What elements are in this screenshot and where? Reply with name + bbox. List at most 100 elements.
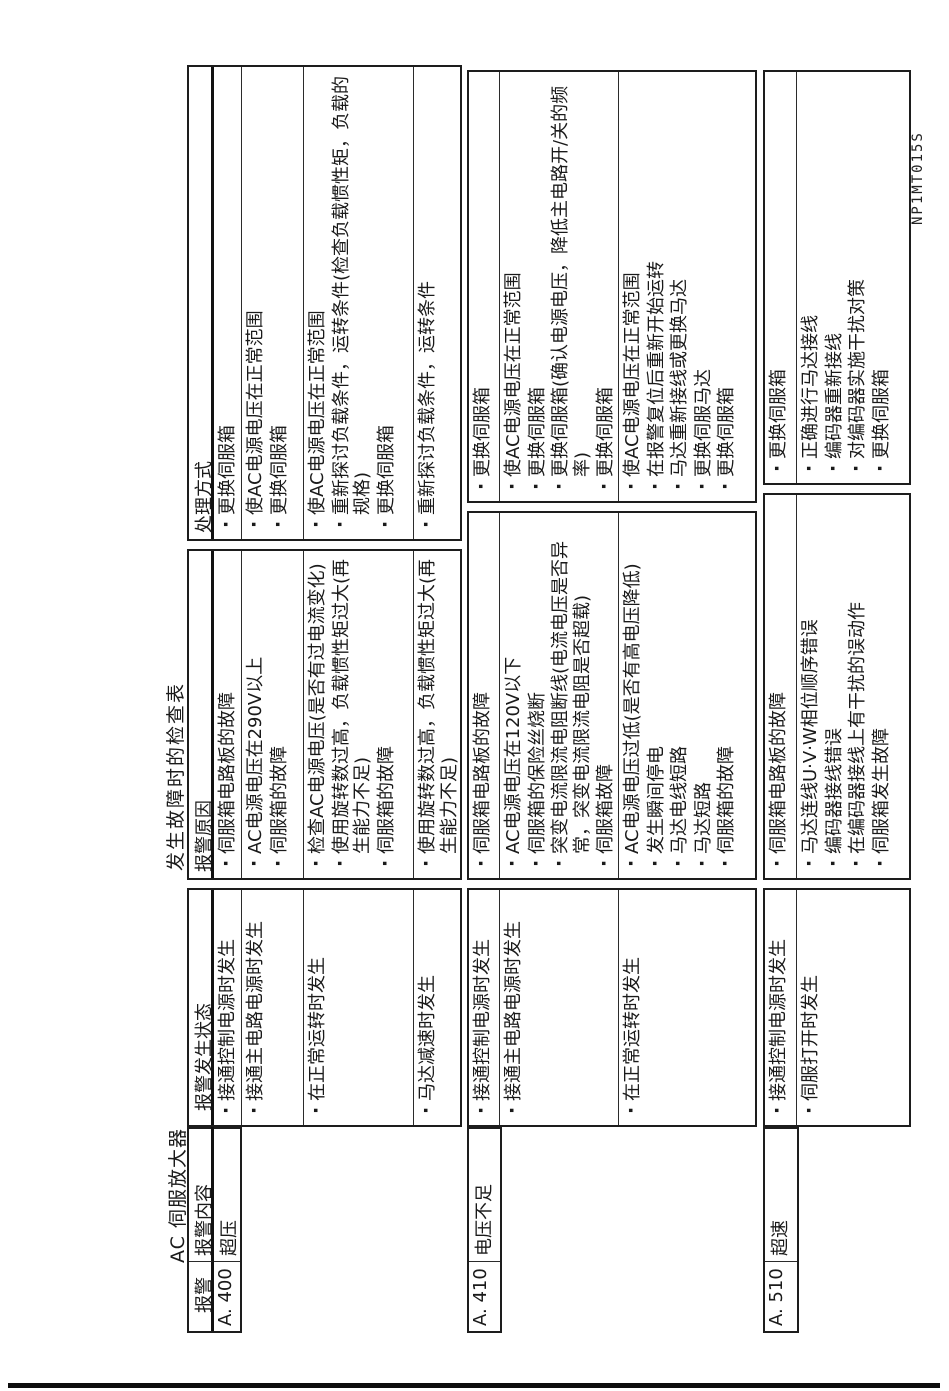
cause-item: AC电源电压过低(是否有高电压降低) xyxy=(621,516,645,875)
col-header-remedy: 处理方式 xyxy=(189,67,214,539)
remedy-item: 更换伺服箱(确认电源电压，降低主电路开/关的频率) xyxy=(549,75,594,498)
remedy-column: 处理方式更换伺服箱使AC电源电压在正常范围更换伺服箱使AC电源电压在正常范围重新… xyxy=(187,65,462,541)
status-item: 接通控制电源时发生 xyxy=(767,893,791,1122)
status-column: 报警发生状态接通控制电源时发生接通主电路电源时发生 在正常运转时发生 马达减速时发生 xyxy=(187,888,462,1127)
remedy-item: 对编码器实施干扰对策 xyxy=(846,75,870,480)
remedy-column: 更换伺服箱正确进行马达接线编码器重新接线对编码器实施干扰对策更换伺服箱 xyxy=(763,70,911,485)
remedy-item: 更换伺服箱 xyxy=(216,70,240,536)
status-item: 马达减速时发生 xyxy=(416,893,440,1122)
remedy-item: 更换伺服箱 xyxy=(715,75,739,498)
status-cell: 在正常运转时发生 xyxy=(304,890,414,1125)
cause-item: AC电源电压在120V以下 xyxy=(502,516,526,875)
remedy-item: 更换伺服箱 xyxy=(268,70,292,536)
remedy-cell: 使AC电源电压在正常范围在报警复位后重新开始运转马达重新接线或更换马达更换伺服马… xyxy=(619,72,755,501)
status-cell: 接通主电路电源时发生 xyxy=(242,890,304,1125)
remedy-cell: 使AC电源电压在正常范围更换伺服箱更换伺服箱(确认电源电压，降低主电路开/关的频… xyxy=(500,72,619,501)
remedy-item: 使AC电源电压在正常范围 xyxy=(244,70,268,536)
page-title: 发生故障时的检查表 xyxy=(165,681,187,871)
status-column: 接通控制电源时发生接通主电路电源时发生 在正常运转时发生 xyxy=(467,888,757,1127)
status-cell: 在正常运转时发生 xyxy=(619,890,755,1125)
status-cell: 接通控制电源时发生 xyxy=(214,890,242,1125)
product-label: AC 伺服放大器 xyxy=(167,1128,189,1263)
page-footer-rule xyxy=(8,1383,940,1388)
remedy-item: 在报警复位后重新开始运转 xyxy=(645,75,669,498)
remedy-item: 更换伺服箱 xyxy=(870,75,894,480)
alarm-content: 超速 xyxy=(770,1220,791,1256)
status-item: 接通控制电源时发生 xyxy=(216,893,240,1122)
status-item: 接通主电路电源时发生 xyxy=(502,893,526,1122)
cause-item: 伺服箱的保险丝烧断 xyxy=(526,516,550,875)
status-item: 接通控制电源时发生 xyxy=(471,893,495,1122)
cause-item: 伺服箱发生故障 xyxy=(870,498,894,875)
cause-item: 发生瞬间停电 xyxy=(645,516,669,875)
cause-item: 编码器接线错误 xyxy=(823,498,847,875)
alarm-code: A. 510 xyxy=(765,1261,797,1331)
status-cell: 马达减速时发生 xyxy=(414,890,460,1125)
cause-cell: AC电源电压在290V以上伺服箱的故障 xyxy=(242,551,304,878)
status-column: 接通控制电源时发生伺服打开时发生 xyxy=(763,888,911,1127)
cause-item: 使用旋转数过高，负载惯性矩过大(再生能力不足) xyxy=(416,554,460,875)
remedy-cell: 更换伺服箱 xyxy=(469,72,500,501)
cause-cell: 检查AC电源电压(是否有过电流变化)使用旋转数过高，负载惯性矩过大(再生能力不足… xyxy=(304,551,414,878)
cause-cell: 马达连线U·V·W相位顺序错误编码器接线错误在编码器接线上有干扰的误动作伺服箱发… xyxy=(797,495,909,878)
status-cell: 伺服打开时发生 xyxy=(797,890,909,1125)
status-cell: 接通控制电源时发生 xyxy=(765,890,797,1125)
remedy-item: 正确进行马达接线 xyxy=(799,75,823,480)
remedy-item: 重新探讨负载条件，运转条件(检查负载惯性矩，负载的规格) xyxy=(330,70,375,536)
remedy-item: 使AC电源电压在正常范围 xyxy=(306,70,330,536)
cause-cell: 伺服箱电路板的故障 xyxy=(469,513,500,878)
remedy-column: 更换伺服箱使AC电源电压在正常范围更换伺服箱更换伺服箱(确认电源电压，降低主电路… xyxy=(467,70,757,503)
status-cell: 接通主电路电源时发生 xyxy=(500,890,619,1125)
cause-cell: 伺服箱电路板的故障 xyxy=(765,495,797,878)
cause-cell: AC电源电压过低(是否有高电压降低)发生瞬间停电马达电线短路马达短路伺服箱的故障 xyxy=(619,513,755,878)
alarm-id-stub: A. 510 超速 xyxy=(763,1127,799,1333)
remedy-cell: 更换伺服箱 xyxy=(214,67,242,539)
cause-cell: 使用旋转数过高，负载惯性矩过大(再生能力不足) xyxy=(414,551,460,878)
cause-cell: 伺服箱电路板的故障 xyxy=(214,551,242,878)
cause-item: 在编码器接线上有干扰的误动作 xyxy=(846,498,870,875)
cause-item: 伺服箱电路板的故障 xyxy=(471,516,495,875)
remedy-cell: 使AC电源电压在正常范围更换伺服箱 xyxy=(242,67,304,539)
cause-item: 突变电流限流电阻断线(电流电压是否异常，突变电流限流电阻是否超载) xyxy=(549,516,594,875)
cause-cell: AC电源电压在120V以下伺服箱的保险丝烧断突变电流限流电阻断线(电流电压是否异… xyxy=(500,513,619,878)
remedy-item: 更换伺服箱 xyxy=(767,75,791,480)
alarm-content: 电压不足 xyxy=(474,1184,495,1256)
figure-id: NP1MT015S xyxy=(910,131,926,225)
status-item: 伺服打开时发生 xyxy=(799,893,823,1122)
alarm-id-stub: 报警 报警内容 A. 400 超压 xyxy=(187,1125,242,1333)
cause-item: 伺服箱故障 xyxy=(594,516,618,875)
status-item: 在正常运转时发生 xyxy=(306,893,330,1122)
remedy-item: 使AC电源电压在正常范围 xyxy=(621,75,645,498)
cause-column: 报警原因伺服箱电路板的故障AC电源电压在290V以上伺服箱的故障检查AC电源电压… xyxy=(187,549,462,880)
col-header-status: 报警发生状态 xyxy=(189,890,214,1125)
remedy-item: 更换伺服箱 xyxy=(471,75,495,498)
cause-column: 伺服箱电路板的故障马达连线U·V·W相位顺序错误编码器接线错误在编码器接线上有干… xyxy=(763,493,911,880)
remedy-item: 更换伺服箱 xyxy=(526,75,550,498)
remedy-cell: 重新探讨负载条件，运转条件 xyxy=(414,67,460,539)
remedy-item: 重新探讨负载条件，运转条件 xyxy=(416,70,440,536)
remedy-cell: 更换伺服箱 xyxy=(765,72,797,483)
cause-item: 伺服箱的故障 xyxy=(715,516,739,875)
cause-item: AC电源电压在290V以上 xyxy=(244,554,268,875)
cause-item: 马达短路 xyxy=(692,516,716,875)
col-header-alarm: 报警 xyxy=(189,1261,214,1331)
status-cell: 接通控制电源时发生 xyxy=(469,890,500,1125)
cause-item: 使用旋转数过高，负载惯性矩过大(再生能力不足) xyxy=(330,554,375,875)
remedy-item: 编码器重新接线 xyxy=(823,75,847,480)
alarm-code: A. 410 xyxy=(469,1261,500,1331)
col-header-content: 报警内容 xyxy=(189,1125,214,1261)
remedy-item: 更换伺服箱 xyxy=(594,75,618,498)
alarm-code: A. 400 xyxy=(214,1261,240,1331)
cause-item: 伺服箱的故障 xyxy=(268,554,292,875)
remedy-item: 马达重新接线或更换马达 xyxy=(668,75,692,498)
remedy-item: 使AC电源电压在正常范围 xyxy=(502,75,526,498)
col-header-cause: 报警原因 xyxy=(189,551,214,878)
cause-column: 伺服箱电路板的故障AC电源电压在120V以下伺服箱的保险丝烧断突变电流限流电阻断… xyxy=(467,511,757,880)
status-item: 在正常运转时发生 xyxy=(621,893,645,1122)
remedy-cell: 使AC电源电压在正常范围重新探讨负载条件，运转条件(检查负载惯性矩，负载的规格)… xyxy=(304,67,414,539)
remedy-cell: 正确进行马达接线编码器重新接线对编码器实施干扰对策更换伺服箱 xyxy=(797,72,909,483)
cause-item: 检查AC电源电压(是否有过电流变化) xyxy=(306,554,330,875)
alarm-id-stub: A. 410 电压不足 xyxy=(467,1127,502,1333)
